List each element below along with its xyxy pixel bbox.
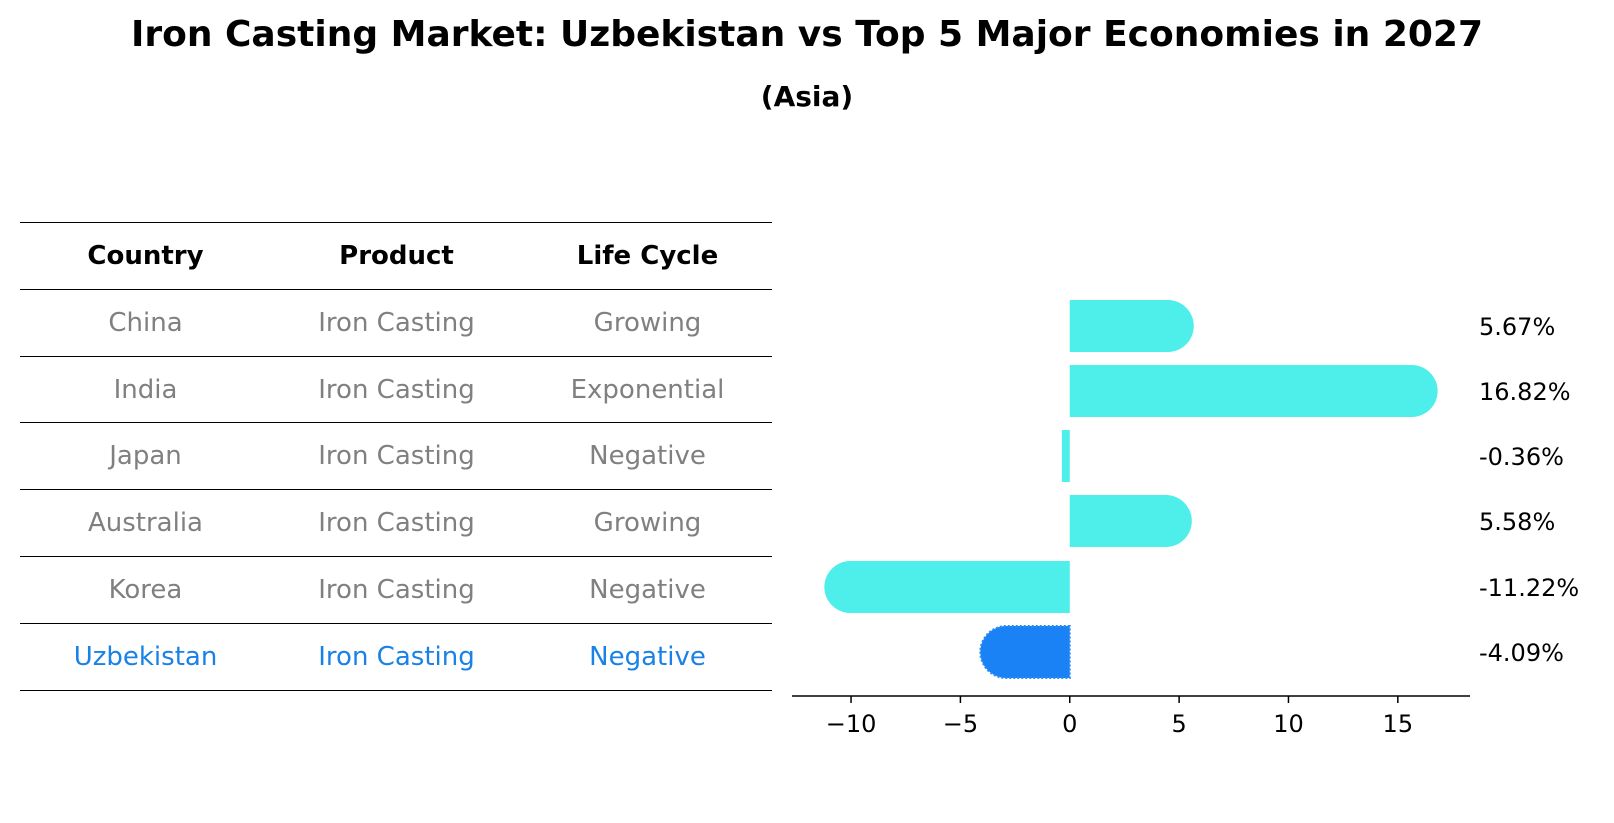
cell-product: Iron Casting — [318, 641, 475, 672]
table-rule — [20, 489, 772, 491]
value-label-australia: 5.58% — [1479, 508, 1555, 536]
cell-life-cycle: Exponential — [570, 374, 725, 405]
x-tick-label: 5 — [1171, 710, 1186, 738]
x-tick-label: 0 — [1062, 710, 1077, 738]
cell-product: Iron Casting — [318, 508, 475, 539]
cell-life-cycle: Negative — [589, 441, 706, 472]
chart-title: Iron Casting Market: Uzbekistan vs Top 5… — [130, 14, 1484, 55]
bar-korea — [824, 561, 1070, 613]
cell-country: China — [108, 307, 183, 338]
value-label-india: 16.82% — [1479, 378, 1571, 406]
cell-country: Korea — [108, 575, 183, 605]
cell-life-cycle: Negative — [589, 575, 706, 605]
cell-product: Iron Casting — [318, 575, 475, 605]
cell-life-cycle: Negative — [589, 641, 706, 672]
cell-life-cycle: Growing — [593, 508, 702, 539]
header-country: Country — [87, 241, 204, 271]
cell-product: Iron Casting — [318, 307, 475, 338]
x-tick-label: 10 — [1273, 710, 1304, 738]
table-rule — [20, 689, 772, 691]
x-tick-label: 15 — [1383, 710, 1414, 738]
x-tick-label: −10 — [826, 710, 877, 738]
value-label-uzbekistan: -4.09% — [1479, 639, 1564, 667]
cell-product: Iron Casting — [318, 374, 475, 405]
bar-australia — [1069, 495, 1192, 547]
x-tick-label: −5 — [943, 710, 978, 738]
table-rule — [20, 622, 772, 624]
header-product: Product — [339, 241, 454, 271]
cell-country: India — [113, 374, 178, 405]
table-rule — [20, 355, 772, 357]
table-rule — [20, 556, 772, 557]
header-life-cycle: Life Cycle — [576, 241, 719, 271]
cell-product: Iron Casting — [318, 441, 475, 472]
bar-japan — [1061, 430, 1070, 482]
cell-country: Australia — [87, 508, 203, 539]
cell-country: Uzbekistan — [73, 641, 218, 672]
bar-uzbekistan — [979, 625, 1071, 679]
cell-life-cycle: Growing — [593, 307, 702, 338]
value-label-japan: -0.36% — [1479, 443, 1564, 471]
chart-subtitle: (Asia) — [760, 80, 854, 113]
table-rule — [20, 422, 772, 424]
table-rule — [20, 222, 772, 223]
table-rule — [20, 288, 772, 290]
bar-india — [1069, 365, 1438, 417]
bar-china — [1069, 300, 1194, 352]
value-label-korea: -11.22% — [1479, 574, 1579, 602]
value-label-china: 5.67% — [1479, 313, 1555, 341]
cell-country: Japan — [109, 441, 182, 472]
